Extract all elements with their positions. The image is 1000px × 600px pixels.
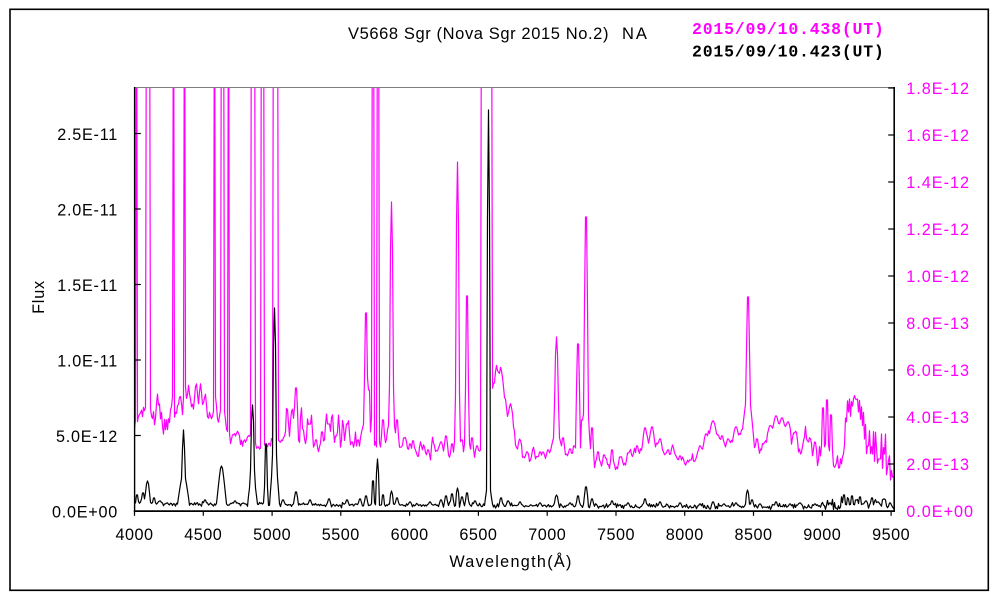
svg-text:2.5E-11: 2.5E-11 <box>57 126 118 144</box>
svg-text:6.0E-13: 6.0E-13 <box>906 362 970 380</box>
svg-text:V5668 Sgr (Nova Sgr 2015 No.2): V5668 Sgr (Nova Sgr 2015 No.2) <box>348 25 609 43</box>
svg-text:1.2E-12: 1.2E-12 <box>906 221 970 239</box>
svg-text:8.0E-13: 8.0E-13 <box>906 315 970 333</box>
svg-text:5000: 5000 <box>253 526 291 544</box>
svg-text:1.8E-12: 1.8E-12 <box>906 80 970 98</box>
svg-text:0.0E+00: 0.0E+00 <box>52 504 118 522</box>
svg-text:Wavelength(Å): Wavelength(Å) <box>449 552 572 571</box>
svg-text:2015/09/10.423(UT): 2015/09/10.423(UT) <box>692 42 885 61</box>
svg-text:0.0E+00: 0.0E+00 <box>906 503 974 521</box>
svg-text:4000: 4000 <box>115 526 153 544</box>
svg-text:1.0E-12: 1.0E-12 <box>906 268 970 286</box>
svg-text:6000: 6000 <box>391 526 429 544</box>
svg-text:6500: 6500 <box>459 526 497 544</box>
svg-text:4.0E-13: 4.0E-13 <box>906 409 970 427</box>
svg-text:5.0E-12: 5.0E-12 <box>56 428 118 446</box>
svg-text:8000: 8000 <box>666 526 704 544</box>
svg-text:1.5E-11: 1.5E-11 <box>57 277 118 295</box>
svg-text:9500: 9500 <box>872 526 910 544</box>
svg-text:NA: NA <box>622 25 649 43</box>
svg-text:1.0E-11: 1.0E-11 <box>57 353 118 371</box>
svg-text:5500: 5500 <box>322 526 360 544</box>
svg-text:9000: 9000 <box>803 526 841 544</box>
svg-text:7500: 7500 <box>597 526 635 544</box>
svg-text:2.0E-13: 2.0E-13 <box>906 456 970 474</box>
svg-text:Flux: Flux <box>30 280 48 314</box>
svg-text:2.0E-11: 2.0E-11 <box>57 202 118 220</box>
svg-text:1.4E-12: 1.4E-12 <box>906 174 970 192</box>
svg-text:4500: 4500 <box>184 526 222 544</box>
svg-text:1.6E-12: 1.6E-12 <box>906 127 970 145</box>
svg-text:7000: 7000 <box>528 526 566 544</box>
svg-text:8500: 8500 <box>734 526 772 544</box>
svg-text:2015/09/10.438(UT): 2015/09/10.438(UT) <box>692 20 885 39</box>
